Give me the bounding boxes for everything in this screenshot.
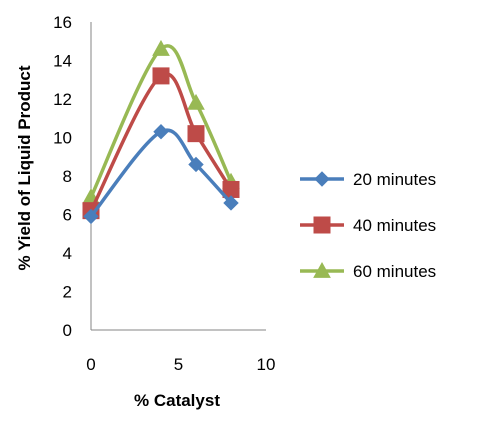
series-line [89, 72, 233, 212]
series-line [89, 44, 233, 198]
data-point [152, 67, 170, 85]
data-point [83, 208, 99, 225]
y-tick-label: 10 [53, 129, 72, 148]
y-tick-label: 8 [63, 167, 72, 186]
data-point [187, 93, 205, 110]
data-point [188, 156, 204, 173]
series-20-minutes [83, 124, 239, 225]
y-tick-label: 2 [63, 283, 72, 302]
legend-marker [313, 216, 331, 234]
x-tick-label: 5 [174, 355, 183, 374]
y-tick-label: 6 [63, 206, 72, 225]
legend: 20 minutes 40 minutes 60 minutes [300, 170, 436, 281]
legend-item: 40 minutes [300, 216, 436, 235]
legend-label: 40 minutes [353, 216, 436, 235]
data-point [223, 195, 239, 211]
axes [90, 22, 266, 331]
x-tick-label: 0 [86, 355, 95, 374]
y-tick-label: 16 [53, 13, 72, 32]
data-point [153, 124, 169, 140]
series-line [89, 128, 233, 218]
legend-marker [314, 171, 330, 187]
y-tick-label: 12 [53, 90, 72, 109]
legend-label: 20 minutes [353, 170, 436, 189]
y-tick-label: 0 [63, 321, 72, 340]
y-axis-title: % Yield of Liquid Product [15, 65, 34, 270]
legend-item: 60 minutes [300, 261, 436, 281]
series-group [82, 39, 240, 225]
legend-marker [313, 261, 331, 278]
y-tick-label: 14 [53, 52, 72, 71]
y-tick-label: 4 [63, 244, 72, 263]
legend-label: 60 minutes [353, 262, 436, 281]
data-point [152, 39, 170, 56]
legend-item: 20 minutes [300, 170, 436, 189]
data-point [187, 125, 205, 143]
x-tick-label: 10 [257, 355, 276, 374]
tick-labels: 0 2 4 6 8 10 12 14 16 0 5 10 [53, 13, 275, 374]
x-axis-title: % Catalyst [134, 391, 220, 410]
